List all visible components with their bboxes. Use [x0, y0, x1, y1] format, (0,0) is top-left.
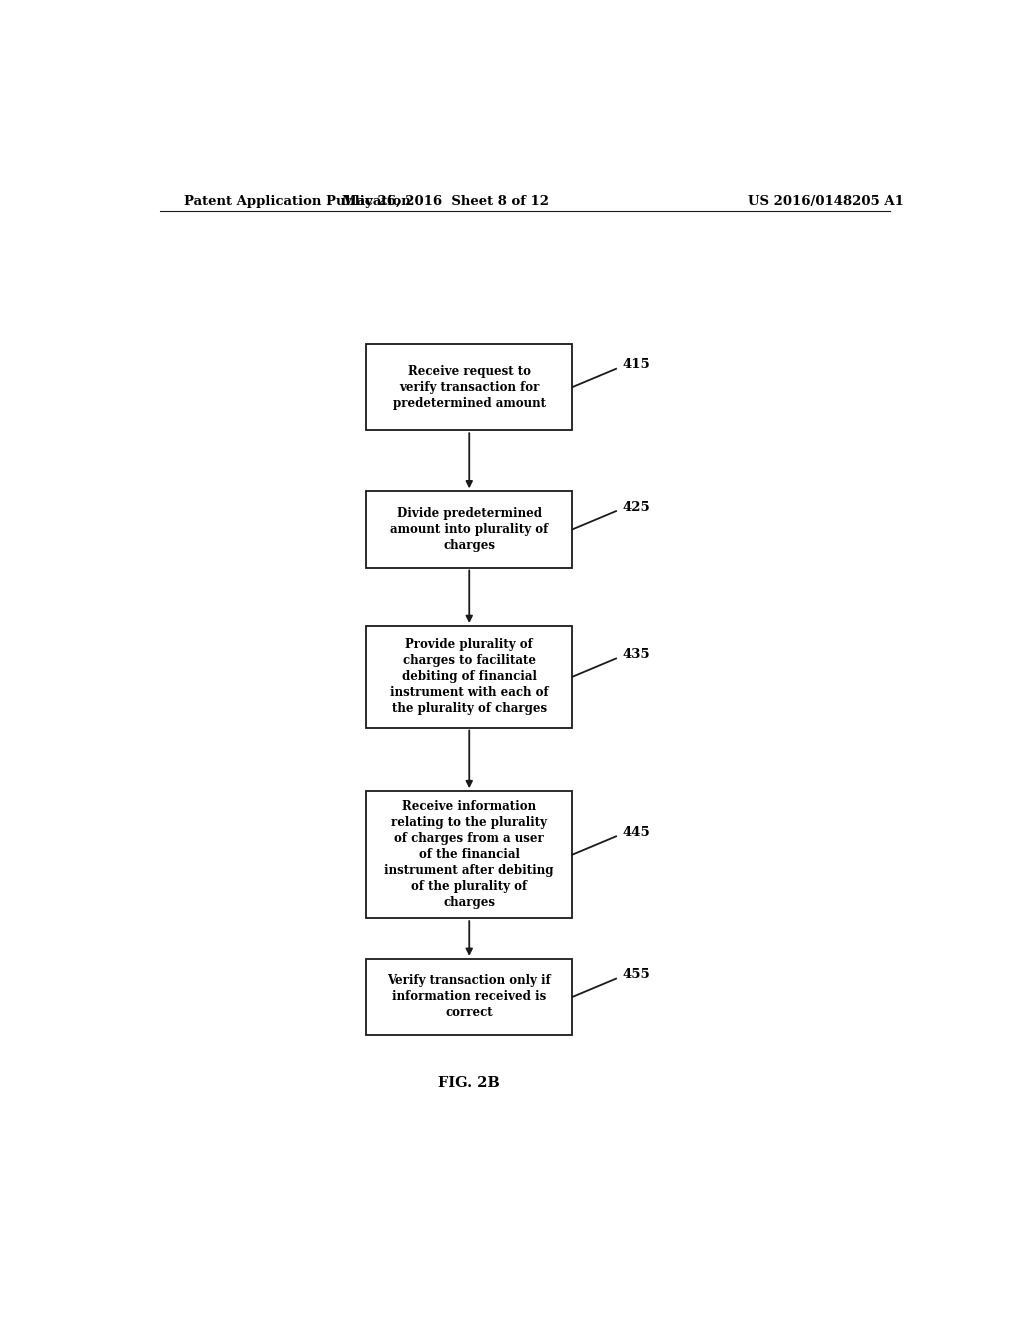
FancyBboxPatch shape	[367, 491, 572, 568]
Text: Patent Application Publication: Patent Application Publication	[183, 194, 411, 207]
FancyBboxPatch shape	[367, 626, 572, 727]
Text: 425: 425	[623, 500, 650, 513]
FancyBboxPatch shape	[367, 958, 572, 1035]
Text: Receive information
relating to the plurality
of charges from a user
of the fina: Receive information relating to the plur…	[384, 800, 554, 909]
FancyBboxPatch shape	[367, 345, 572, 430]
Text: Provide plurality of
charges to facilitate
debiting of financial
instrument with: Provide plurality of charges to facilita…	[390, 639, 549, 715]
Text: FIG. 2B: FIG. 2B	[438, 1076, 500, 1090]
Text: Verify transaction only if
information received is
correct: Verify transaction only if information r…	[387, 974, 551, 1019]
FancyBboxPatch shape	[367, 791, 572, 919]
Text: 435: 435	[623, 648, 650, 661]
Text: 445: 445	[623, 826, 650, 838]
Text: May 26, 2016  Sheet 8 of 12: May 26, 2016 Sheet 8 of 12	[342, 194, 549, 207]
Text: 415: 415	[623, 358, 650, 371]
Text: Divide predetermined
amount into plurality of
charges: Divide predetermined amount into plurali…	[390, 507, 549, 552]
Text: US 2016/0148205 A1: US 2016/0148205 A1	[749, 194, 904, 207]
Text: 455: 455	[623, 968, 650, 981]
Text: Receive request to
verify transaction for
predetermined amount: Receive request to verify transaction fo…	[393, 364, 546, 409]
